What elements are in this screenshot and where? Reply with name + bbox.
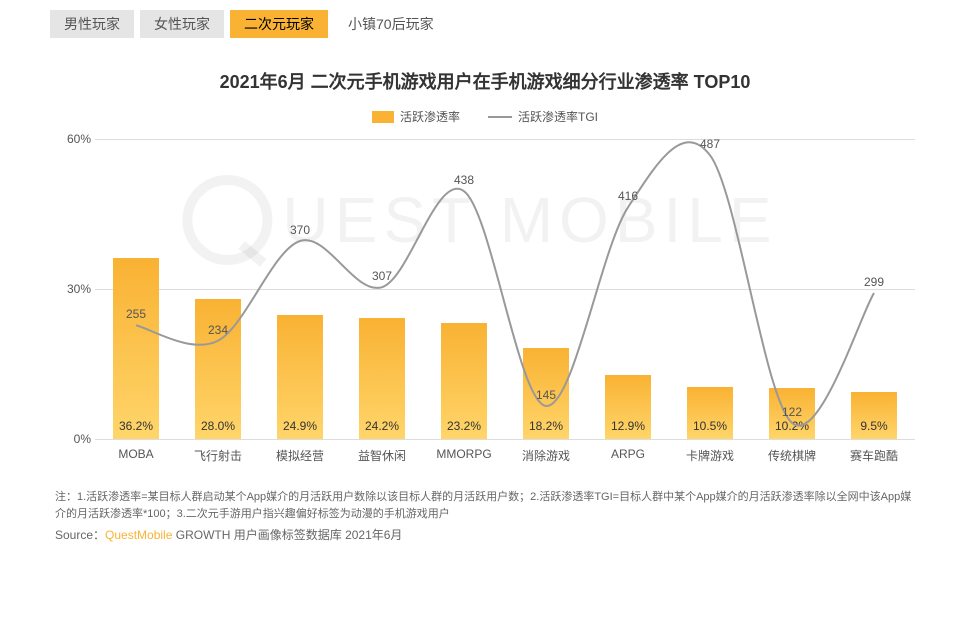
bar-value-label: 36.2% xyxy=(119,419,153,433)
y-axis: 0%30%60% xyxy=(55,139,95,439)
bar-slot: 10.2% xyxy=(751,139,833,439)
legend-item-line: 活跃渗透率TGI xyxy=(488,108,598,125)
source-brand: QuestMobile xyxy=(105,528,172,542)
bar-slot: 24.9% xyxy=(259,139,341,439)
tab[interactable]: 二次元玩家 xyxy=(230,10,328,38)
legend-item-bar: 活跃渗透率 xyxy=(372,108,460,125)
x-tick: MOBA xyxy=(95,439,177,479)
tgi-value-label: 255 xyxy=(126,307,146,321)
tgi-value-label: 307 xyxy=(372,269,392,283)
legend-swatch-bar xyxy=(372,111,394,123)
x-tick: ARPG xyxy=(587,439,669,479)
bar: 12.9% xyxy=(605,375,651,440)
bar-slot: 10.5% xyxy=(669,139,751,439)
source-prefix: Source： xyxy=(55,528,105,542)
legend: 活跃渗透率 活跃渗透率TGI xyxy=(50,108,920,125)
bar-value-label: 10.2% xyxy=(775,419,809,433)
bar-value-label: 10.5% xyxy=(693,419,727,433)
tgi-value-label: 122 xyxy=(782,405,802,419)
bar-value-label: 24.9% xyxy=(283,419,317,433)
bar-slot: 36.2% xyxy=(95,139,177,439)
bar-slot: 12.9% xyxy=(587,139,669,439)
bar-value-label: 24.2% xyxy=(365,419,399,433)
x-tick: 益智休闲 xyxy=(341,439,423,479)
plot: 36.2% 28.0% 24.9% 24.2% 23.2% 18.2% 12.9% 10.5%… xyxy=(95,139,915,439)
bar-slot: 28.0% xyxy=(177,139,259,439)
chart-area: 0%30%60% 36.2% 28.0% 24.9% 24.2% 23.2% 18.2% 1… xyxy=(55,139,915,479)
bar: 36.2% xyxy=(113,258,159,439)
bar-value-label: 18.2% xyxy=(529,419,563,433)
y-tick: 60% xyxy=(55,132,91,146)
footnote: 注：1.活跃渗透率=某目标人群启动某个App媒介的月活跃用户数除以该目标人群的月… xyxy=(55,489,915,522)
tab[interactable]: 女性玩家 xyxy=(140,10,224,38)
bar: 24.2% xyxy=(359,318,405,439)
bar-slot: 24.2% xyxy=(341,139,423,439)
x-tick: 飞行射击 xyxy=(177,439,259,479)
x-tick: MMORPG xyxy=(423,439,505,479)
legend-line-label: 活跃渗透率TGI xyxy=(518,108,598,125)
bar: 24.9% xyxy=(277,315,323,440)
tgi-value-label: 299 xyxy=(864,275,884,289)
tab[interactable]: 男性玩家 xyxy=(50,10,134,38)
y-tick: 30% xyxy=(55,282,91,296)
x-tick: 消除游戏 xyxy=(505,439,587,479)
tgi-value-label: 370 xyxy=(290,223,310,237)
tab-bar: 男性玩家女性玩家二次元玩家小镇70后玩家 xyxy=(50,10,920,38)
legend-swatch-line xyxy=(488,116,512,118)
tgi-value-label: 145 xyxy=(536,388,556,402)
tgi-value-label: 416 xyxy=(618,189,638,203)
bar-value-label: 28.0% xyxy=(201,419,235,433)
bar-value-label: 23.2% xyxy=(447,419,481,433)
x-tick: 传统棋牌 xyxy=(751,439,833,479)
x-tick: 模拟经营 xyxy=(259,439,341,479)
x-tick: 卡牌游戏 xyxy=(669,439,751,479)
bars: 36.2% 28.0% 24.9% 24.2% 23.2% 18.2% 12.9% 10.5%… xyxy=(95,139,915,439)
tgi-value-label: 438 xyxy=(454,173,474,187)
tgi-value-label: 487 xyxy=(700,137,720,151)
x-axis: MOBA飞行射击模拟经营益智休闲MMORPG消除游戏ARPG卡牌游戏传统棋牌赛车… xyxy=(95,439,915,479)
x-tick: 赛车跑酷 xyxy=(833,439,915,479)
bar: 10.5% xyxy=(687,387,733,440)
legend-bar-label: 活跃渗透率 xyxy=(400,108,460,125)
chart-container: UEST MOBILE 男性玩家女性玩家二次元玩家小镇70后玩家 2021年6月… xyxy=(0,0,960,632)
tab[interactable]: 小镇70后玩家 xyxy=(334,10,448,38)
source-suffix: GROWTH 用户画像标签数据库 2021年6月 xyxy=(172,528,402,542)
bar-value-label: 9.5% xyxy=(860,419,887,433)
bar: 9.5% xyxy=(851,392,897,440)
chart-title: 2021年6月 二次元手机游戏用户在手机游戏细分行业渗透率 TOP10 xyxy=(50,68,920,94)
bar-value-label: 12.9% xyxy=(611,419,645,433)
bar: 28.0% xyxy=(195,299,241,439)
tgi-value-label: 234 xyxy=(208,323,228,337)
y-tick: 0% xyxy=(55,432,91,446)
source: Source：QuestMobile GROWTH 用户画像标签数据库 2021… xyxy=(55,526,915,543)
bar: 23.2% xyxy=(441,323,487,439)
